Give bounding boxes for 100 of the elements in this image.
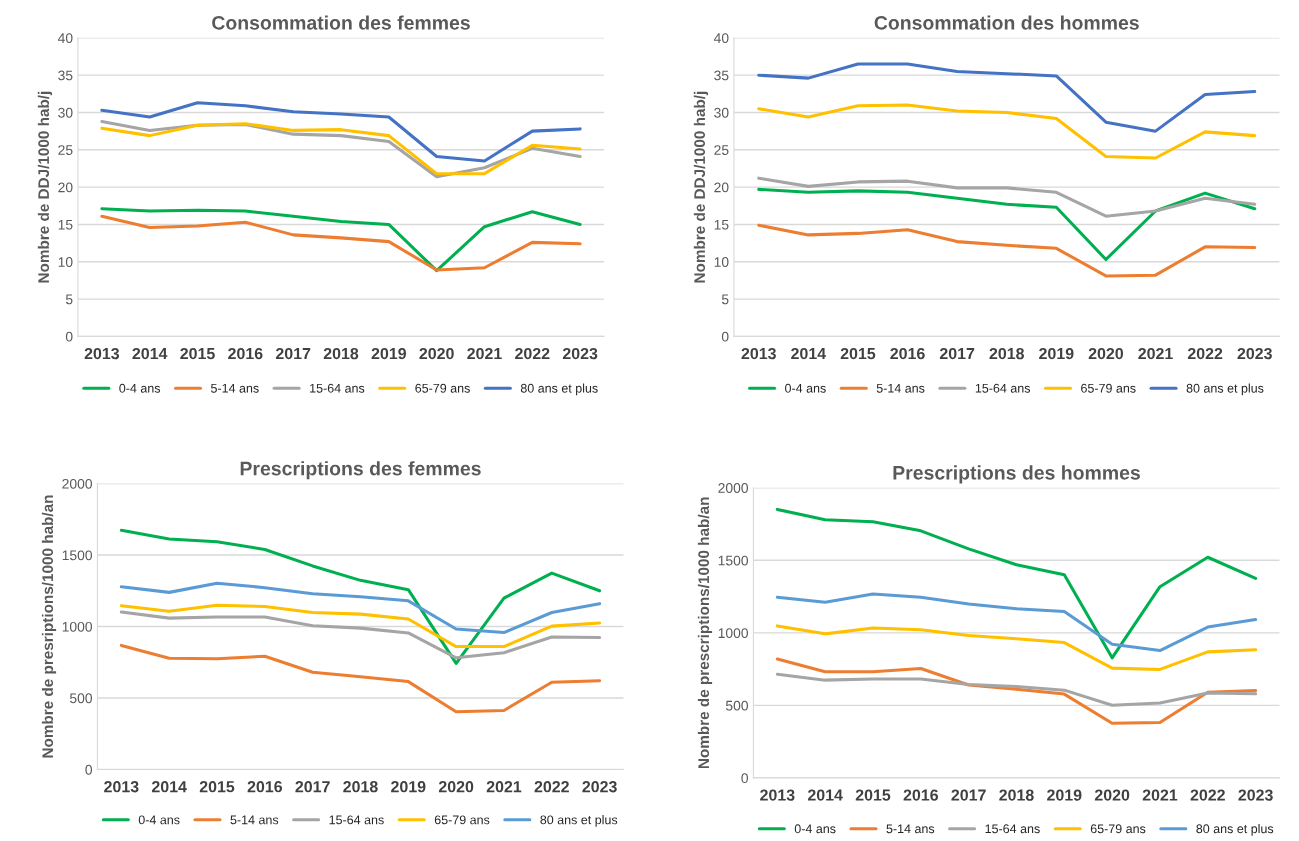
x-tick-label: 2019 — [1047, 789, 1082, 801]
x-tick-label: 2016 — [890, 347, 925, 360]
legend-label: 65-79 ans — [415, 383, 470, 393]
legend-label: 15-64 ans — [975, 383, 1031, 393]
y-tick-label: 30 — [714, 107, 729, 118]
x-tick-label: 2013 — [84, 347, 120, 360]
x-tick-label: 2014 — [791, 347, 827, 360]
x-tick-label: 2018 — [343, 781, 378, 793]
y-tick-label: 20 — [714, 182, 729, 193]
y-axis-title: Nombre de DDJ/1000 hab/j — [693, 91, 709, 283]
x-tick-label: 2016 — [228, 347, 263, 360]
x-tick-label: 2017 — [939, 347, 975, 360]
x-tick-label: 2020 — [438, 781, 474, 793]
legend-label: 5-14 ans — [211, 383, 259, 393]
legend-label: 65-79 ans — [434, 815, 490, 825]
x-tick-label: 2017 — [275, 347, 311, 360]
x-tick-label: 2022 — [534, 781, 569, 793]
y-tick-label: 0 — [741, 773, 749, 784]
chart-title: Prescriptions des femmes — [240, 461, 481, 480]
x-tick-label: 2022 — [1187, 347, 1223, 360]
x-tick-label: 2022 — [515, 347, 550, 360]
legend-label: 65-79 ans — [1090, 824, 1146, 834]
y-tick-label: 25 — [714, 145, 729, 155]
line-series — [757, 62, 1257, 133]
x-tick-label: 2015 — [199, 781, 235, 793]
y-tick-label: 25 — [58, 145, 73, 155]
y-tick-label: 1500 — [62, 550, 93, 561]
x-tick-label: 2016 — [903, 789, 938, 801]
line-series — [775, 657, 1258, 725]
legend-label: 0-4 ans — [785, 383, 826, 393]
line-series — [757, 223, 1257, 278]
chart-title: Consommation des femmes — [212, 15, 470, 30]
y-tick-label: 15 — [58, 219, 73, 230]
x-tick-label: 2021 — [1138, 347, 1173, 360]
x-tick-label: 2019 — [391, 781, 426, 793]
line-series — [775, 672, 1258, 707]
y-tick-label: 1000 — [62, 621, 93, 632]
line-series — [119, 643, 602, 714]
y-tick-label: 2000 — [718, 483, 749, 493]
x-tick-label: 2014 — [807, 789, 843, 801]
y-tick-label: 10 — [714, 257, 729, 267]
line-series — [119, 528, 602, 665]
x-tick-label: 2021 — [1142, 789, 1178, 801]
y-tick-label: 20 — [58, 182, 73, 193]
x-tick-label: 2016 — [247, 781, 283, 793]
line-series — [775, 624, 1258, 671]
y-tick-label: 5 — [721, 294, 729, 305]
legend-label: 65-79 ans — [1081, 383, 1136, 393]
y-tick-label: 500 — [725, 700, 749, 711]
legend-label: 0-4 ans — [794, 824, 836, 834]
line-series — [775, 507, 1258, 660]
y-tick-label: 500 — [69, 693, 93, 704]
y-tick-label: 40 — [713, 33, 729, 44]
x-tick-label: 2023 — [1237, 347, 1272, 360]
x-tick-label: 2017 — [295, 781, 330, 793]
x-tick-label: 2014 — [151, 781, 187, 793]
x-tick-label: 2020 — [419, 347, 454, 360]
y-axis-title: Nombre de DDJ/1000 hab/j — [37, 91, 53, 283]
x-tick-label: 2014 — [132, 347, 168, 360]
line-series — [757, 187, 1257, 262]
y-tick-label: 35 — [58, 70, 73, 81]
x-tick-label: 2013 — [741, 347, 776, 360]
x-tick-label: 2023 — [582, 781, 617, 793]
y-tick-label: 30 — [58, 107, 73, 118]
legend-label: 0-4 ans — [119, 383, 161, 393]
line-series — [119, 581, 602, 635]
line-series — [757, 103, 1257, 160]
y-tick-label: 5 — [65, 294, 73, 305]
y-axis-title: Nombre de presriptions/1000 hab/an — [41, 495, 57, 758]
x-tick-label: 2021 — [467, 347, 502, 360]
line-series — [119, 610, 602, 660]
legend-label: 15-64 ans — [310, 383, 365, 393]
x-tick-label: 2023 — [1238, 789, 1273, 801]
y-tick-label: 10 — [58, 257, 73, 267]
x-tick-label: 2019 — [371, 347, 406, 360]
y-tick-label: 15 — [714, 219, 729, 230]
x-tick-label: 2019 — [1039, 347, 1074, 360]
x-tick-label: 2018 — [323, 347, 359, 360]
x-tick-label: 2017 — [951, 789, 986, 801]
line-series — [757, 176, 1257, 218]
x-tick-label: 2015 — [855, 789, 891, 801]
legend-label: 15-64 ans — [985, 824, 1040, 834]
legend-label: 80 ans et plus — [1186, 383, 1264, 396]
y-tick-label: 2000 — [62, 478, 93, 489]
x-tick-label: 2020 — [1088, 347, 1124, 360]
legend-label: 80 ans et plus — [540, 815, 618, 827]
y-axis-title: Nombre de prescriptions/1000 hab/an — [697, 497, 713, 769]
chart-title: Prescriptions des hommes — [893, 465, 1140, 484]
x-tick-label: 2022 — [1190, 789, 1225, 801]
x-tick-label: 2015 — [840, 347, 876, 360]
legend-label: 5-14 ans — [886, 824, 935, 834]
y-tick-label: 1500 — [718, 555, 749, 566]
x-tick-label: 2013 — [760, 789, 795, 801]
y-tick-label: 0 — [65, 331, 73, 342]
legend-label: 5-14 ans — [230, 815, 279, 825]
x-tick-label: 2015 — [180, 347, 215, 360]
x-tick-label: 2023 — [562, 347, 598, 360]
y-tick-label: 40 — [57, 33, 73, 44]
y-tick-label: 0 — [721, 331, 729, 342]
line-series — [119, 603, 602, 649]
